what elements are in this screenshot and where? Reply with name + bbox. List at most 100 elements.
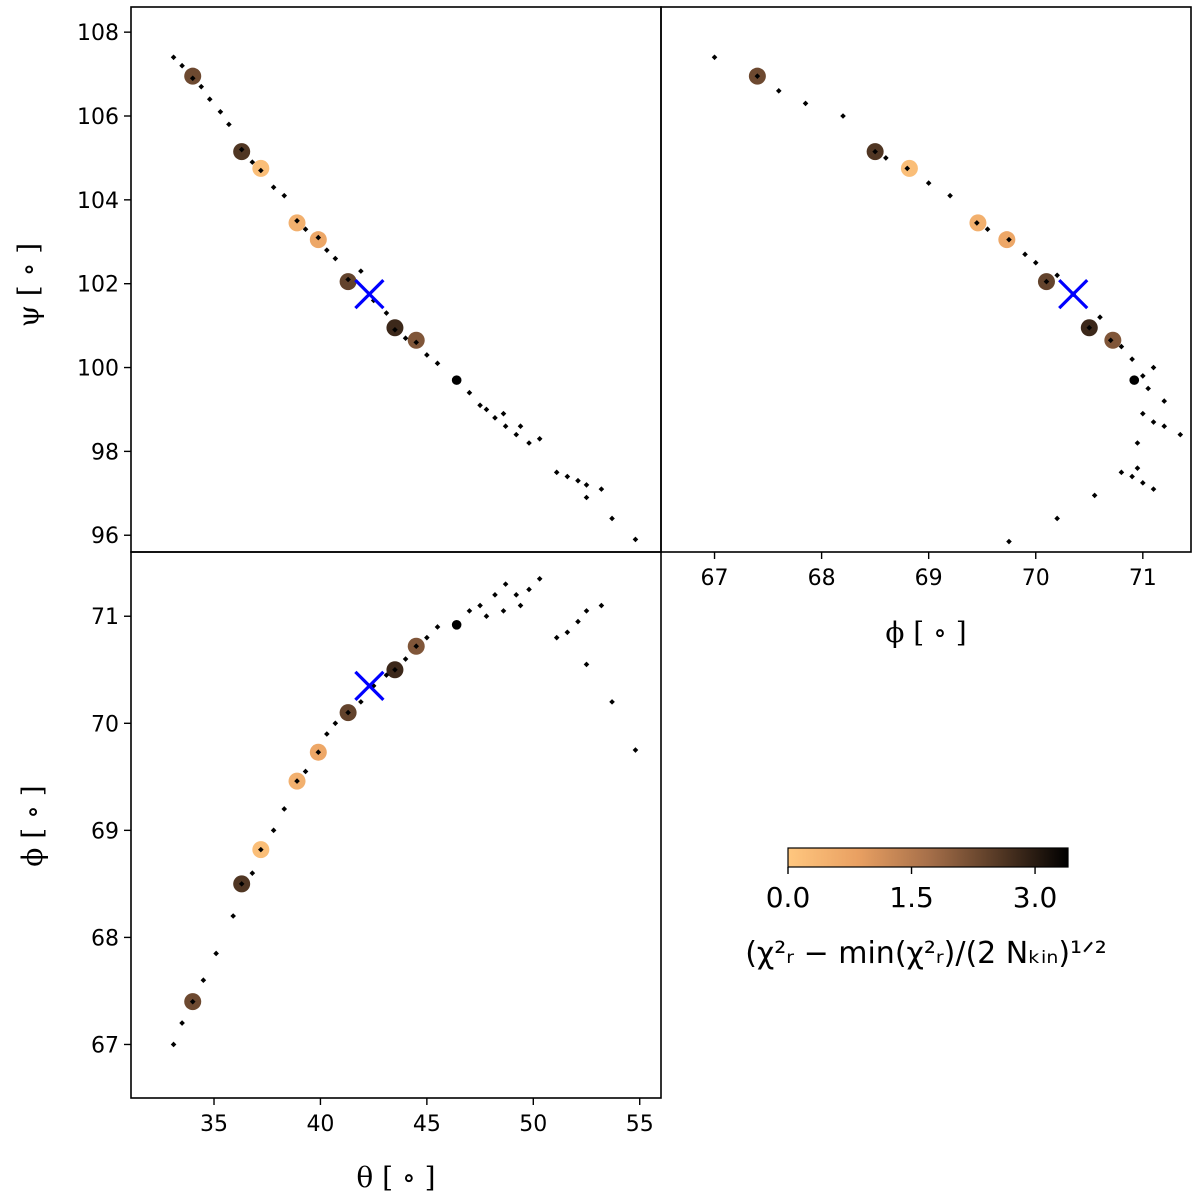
grid-point bbox=[974, 220, 980, 226]
grid-point bbox=[270, 827, 277, 834]
x-tick-label: 35 bbox=[200, 1112, 228, 1137]
grid-point bbox=[1140, 480, 1146, 486]
grid-point bbox=[1006, 236, 1012, 243]
x-tick-label: 69 bbox=[915, 566, 943, 591]
grid-point bbox=[258, 167, 264, 174]
colorbar-gradient bbox=[787, 847, 1069, 868]
grid-point bbox=[502, 423, 509, 430]
grid-point bbox=[206, 96, 213, 103]
grid-point bbox=[1118, 343, 1125, 350]
grid-point bbox=[583, 494, 590, 501]
grid-point bbox=[526, 586, 532, 593]
x-tick-label: 40 bbox=[306, 1112, 334, 1137]
grid-point bbox=[583, 608, 590, 614]
grid-point bbox=[226, 121, 232, 128]
y-tick-label: 71 bbox=[91, 605, 119, 630]
grid-point bbox=[483, 406, 490, 413]
grid-point bbox=[179, 1020, 185, 1026]
grid-point bbox=[553, 634, 560, 641]
y-tick-label: 100 bbox=[77, 357, 119, 382]
grid-point bbox=[802, 100, 809, 107]
grid-point bbox=[281, 192, 288, 199]
grid-point bbox=[564, 473, 571, 480]
grid-point bbox=[294, 218, 300, 224]
grid-point bbox=[324, 247, 330, 253]
grid-point bbox=[1129, 473, 1135, 480]
grid-point bbox=[502, 581, 509, 587]
grid-point bbox=[413, 339, 420, 346]
grid-point bbox=[500, 608, 507, 614]
grid-point bbox=[302, 768, 309, 775]
grid-point bbox=[500, 410, 507, 417]
grid-point bbox=[315, 749, 322, 755]
grid-point bbox=[947, 192, 953, 199]
grid-point bbox=[754, 73, 761, 79]
grid-point bbox=[1150, 486, 1157, 492]
grid-point bbox=[1150, 364, 1157, 371]
x-tick-label: 71 bbox=[1129, 566, 1157, 591]
grid-point bbox=[984, 226, 991, 232]
grid-point bbox=[575, 618, 581, 625]
grid-point bbox=[392, 327, 398, 333]
grid-point bbox=[302, 226, 309, 232]
grid-point bbox=[517, 602, 524, 609]
grid-point bbox=[483, 613, 490, 620]
grid-point bbox=[564, 629, 571, 636]
fit-point bbox=[1129, 375, 1140, 385]
grid-point bbox=[575, 477, 581, 484]
grid-point bbox=[1129, 356, 1135, 362]
grid-point bbox=[453, 622, 460, 628]
grid-point bbox=[238, 881, 245, 887]
axes-frame bbox=[660, 6, 1192, 553]
grid-point bbox=[392, 666, 398, 673]
y-tick-label: 69 bbox=[91, 819, 119, 844]
grid-point bbox=[1091, 492, 1098, 499]
grid-point bbox=[413, 643, 420, 650]
best-fit-stroke bbox=[354, 670, 385, 701]
grid-point bbox=[1140, 410, 1146, 417]
psi-axis-title: ψ [ ∘ ] bbox=[12, 243, 45, 327]
grid-point bbox=[598, 602, 605, 609]
y-tick-label: 98 bbox=[91, 440, 119, 465]
grid-point bbox=[492, 592, 498, 598]
grid-point bbox=[189, 998, 196, 1005]
grid-point bbox=[1145, 385, 1151, 392]
grid-point bbox=[536, 575, 543, 582]
grid-point bbox=[179, 62, 185, 69]
grid-point bbox=[925, 180, 932, 186]
grid-point bbox=[383, 672, 390, 678]
grid-point bbox=[402, 656, 409, 662]
grid-point bbox=[1032, 259, 1039, 266]
y-tick-label: 102 bbox=[77, 273, 119, 298]
axes-frame bbox=[130, 6, 662, 553]
grid-point bbox=[1161, 398, 1168, 404]
grid-point bbox=[270, 184, 277, 191]
grid-point bbox=[281, 806, 288, 812]
grid-point bbox=[1134, 440, 1141, 446]
grid-point bbox=[213, 950, 219, 957]
grid-point bbox=[1134, 465, 1141, 471]
x-tick-label: 50 bbox=[519, 1112, 547, 1137]
grid-point bbox=[249, 159, 256, 165]
grid-point bbox=[632, 747, 639, 753]
grid-point bbox=[583, 482, 590, 488]
grid-point bbox=[477, 602, 483, 609]
colorbar-label: (χ²ᵣ − min(χ²ᵣ)/(2 Nₖᵢₙ)¹ᐟ² bbox=[745, 936, 1107, 971]
y-tick-label: 68 bbox=[91, 926, 119, 951]
grid-point bbox=[1022, 251, 1028, 258]
grid-point bbox=[434, 624, 441, 630]
grid-point bbox=[358, 699, 364, 705]
grid-point bbox=[526, 440, 532, 446]
y-tick-label: 106 bbox=[77, 105, 119, 130]
x-tick-label: 55 bbox=[626, 1112, 654, 1137]
grid-point bbox=[1097, 314, 1103, 321]
grid-point bbox=[230, 913, 236, 919]
grid-point bbox=[324, 731, 330, 737]
grid-point bbox=[332, 720, 339, 727]
y-tick-label: 67 bbox=[91, 1033, 119, 1058]
grid-point bbox=[775, 88, 782, 94]
grid-point bbox=[1140, 373, 1146, 379]
y-tick-label: 70 bbox=[91, 712, 119, 737]
grid-point bbox=[711, 54, 718, 61]
